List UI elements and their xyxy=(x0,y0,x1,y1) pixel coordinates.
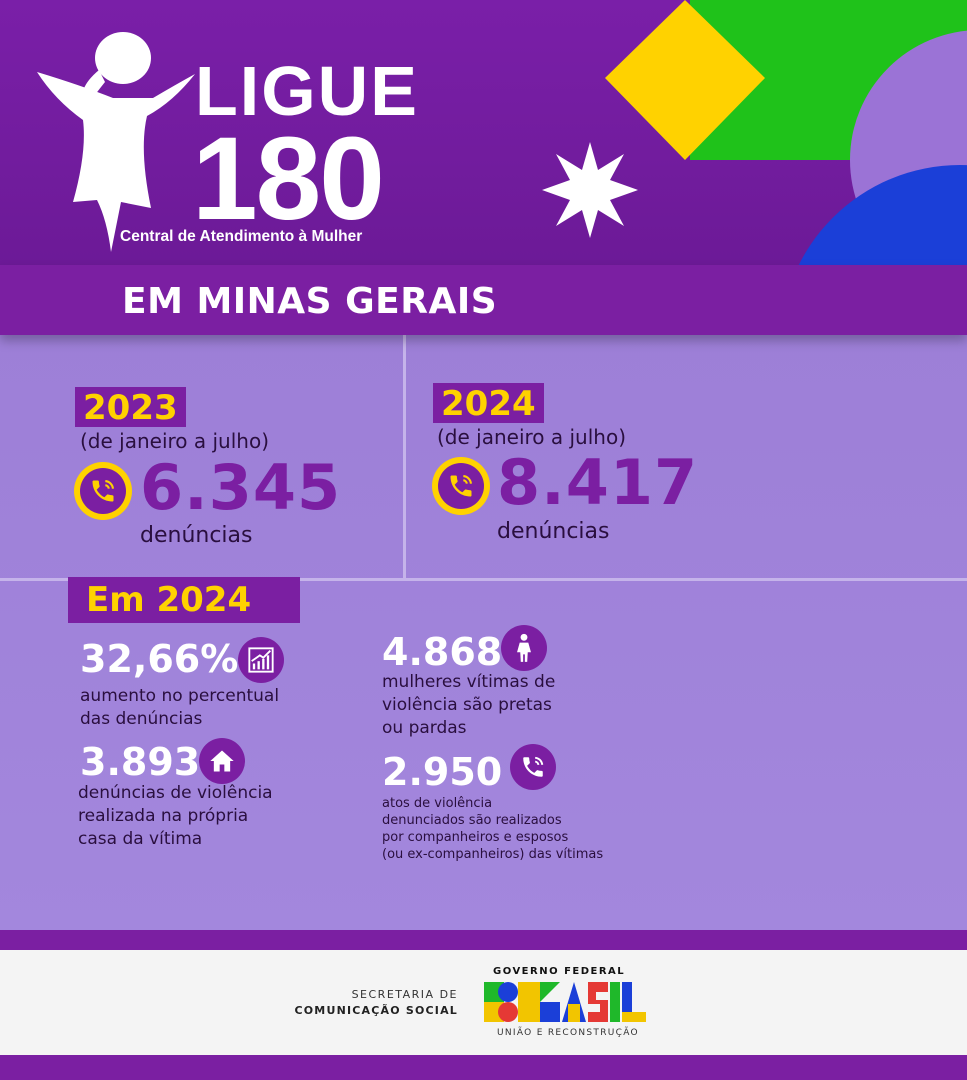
text-line: (ou ex-companheiros) das vítimas xyxy=(382,847,604,862)
logo-ligue-text: LIGUE xyxy=(195,52,419,130)
stat-percent-value: 32,66% xyxy=(80,637,239,681)
highlight-label: Em 2024 xyxy=(68,577,300,623)
woman-logo-icon xyxy=(37,32,195,252)
unit-2023: denúncias xyxy=(140,523,253,548)
text-line: por companheiros e esposos xyxy=(382,830,569,845)
vertical-divider xyxy=(403,335,406,580)
stat-home-value: 3.893 xyxy=(80,740,201,784)
text-line: ou pardas xyxy=(382,718,467,738)
phone-icon xyxy=(510,744,556,790)
text-line: casa da vítima xyxy=(78,829,203,849)
logo-180-text: 180 xyxy=(192,113,385,245)
brasil-logo-icon xyxy=(484,982,646,1022)
text-line: aumento no percentual xyxy=(80,686,280,706)
phone-icon xyxy=(74,462,132,520)
text-line: violência são pretas xyxy=(382,695,552,715)
slogan: UNIÃO E RECONSTRUÇÃO xyxy=(497,1028,639,1038)
title-band: EM MINAS GERAIS xyxy=(0,265,967,335)
secom-line2: COMUNICAÇÃO SOCIAL xyxy=(294,1004,458,1017)
text-line: denunciados são realizados xyxy=(382,813,562,828)
year-tag-2024: 2024 xyxy=(433,383,544,424)
growth-chart-icon xyxy=(238,637,284,683)
stat-percent-text: aumento no percentual das denúncias xyxy=(80,685,279,731)
header: LIGUE 180 Central de Atendimento à Mulhe… xyxy=(0,0,967,265)
stats-panel: 2023 (de janeiro a julho) 6.345 denúncia… xyxy=(0,335,967,930)
unit-2024: denúncias xyxy=(497,519,610,544)
house-icon xyxy=(199,738,245,784)
logo-subtitle: Central de Atendimento à Mulher xyxy=(120,228,363,245)
text-line: denúncias de violência xyxy=(78,783,273,803)
footer: SECRETARIA DE COMUNICAÇÃO SOCIAL GOVERNO… xyxy=(0,950,967,1055)
stat-women-text: mulheres vítimas de violência são pretas… xyxy=(382,671,555,740)
footer-stripe-bottom xyxy=(0,1055,967,1080)
period-2024: (de janeiro a julho) xyxy=(437,425,627,449)
horizontal-divider xyxy=(0,578,967,581)
gov-label: GOVERNO FEDERAL xyxy=(493,966,626,977)
stat-women-value: 4.868 xyxy=(382,630,503,674)
secom-line1: SECRETARIA DE xyxy=(351,988,458,1001)
page-title: EM MINAS GERAIS xyxy=(122,281,498,322)
text-line: mulheres vítimas de xyxy=(382,672,556,692)
yellow-diamond-shape xyxy=(605,0,765,160)
phone-icon xyxy=(432,457,490,515)
woman-icon xyxy=(501,625,547,671)
value-2023: 6.345 xyxy=(140,451,342,524)
value-2024: 8.417 xyxy=(497,446,699,519)
stat-partners-text: atos de violência denunciados são realiz… xyxy=(382,795,603,863)
footer-stripe-top xyxy=(0,930,967,950)
star-icon xyxy=(542,142,638,238)
text-line: das denúncias xyxy=(80,709,203,729)
text-line: atos de violência xyxy=(382,796,493,811)
stat-partners-value: 2.950 xyxy=(382,750,503,794)
text-line: realizada na própria xyxy=(78,806,249,826)
year-tag-2023: 2023 xyxy=(75,387,186,428)
stat-home-text: denúncias de violência realizada na próp… xyxy=(78,782,273,851)
period-2023: (de janeiro a julho) xyxy=(80,429,270,453)
